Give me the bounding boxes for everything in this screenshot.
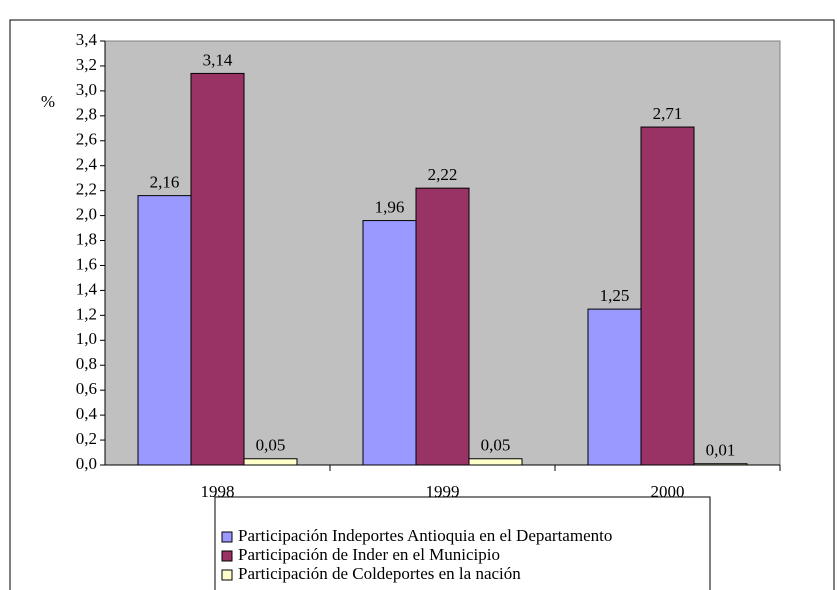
legend-swatch <box>221 569 233 581</box>
value-label: 2,22 <box>428 165 458 184</box>
y-tick-label: 0,2 <box>76 429 97 448</box>
bar <box>415 187 470 466</box>
value-label: 2,71 <box>653 104 683 123</box>
value-label: 3,14 <box>203 50 233 69</box>
y-tick-label: 1,0 <box>76 329 97 348</box>
x-tick-label: 2000 <box>651 482 685 501</box>
value-label: 1,96 <box>375 197 405 216</box>
y-axis-label: % <box>41 92 55 111</box>
y-tick-label: 1,8 <box>76 229 97 248</box>
y-tick-label: 2,4 <box>76 155 98 174</box>
value-label: 1,25 <box>600 286 630 305</box>
value-label: 0,05 <box>481 436 511 455</box>
legend-swatch <box>221 550 233 562</box>
bar <box>468 458 523 466</box>
legend <box>214 496 711 590</box>
legend-label: Participación de Inder en el Municipio <box>238 545 500 564</box>
y-tick-label: 0,4 <box>76 404 98 423</box>
legend-label: Participación Indeportes Antioquia en el… <box>238 526 612 545</box>
y-tick-label: 0,6 <box>76 379 97 398</box>
y-tick-label: 3,2 <box>76 55 97 74</box>
bar <box>243 458 298 466</box>
y-tick-label: 1,2 <box>76 304 97 323</box>
bar <box>362 220 417 466</box>
bar <box>190 72 245 466</box>
y-tick-label: 2,6 <box>76 130 97 149</box>
value-label: 0,01 <box>706 441 736 460</box>
y-tick-label: 2,0 <box>76 204 97 223</box>
bar <box>693 463 748 466</box>
y-tick-label: 1,6 <box>76 254 97 273</box>
bar <box>137 195 192 466</box>
y-tick-label: 0,8 <box>76 354 97 373</box>
value-label: 2,16 <box>150 173 180 192</box>
y-tick-label: 3,0 <box>76 80 97 99</box>
legend-label: Participación de Coldeportes en la nació… <box>238 564 521 583</box>
y-tick-label: 1,4 <box>76 279 98 298</box>
x-tick-label: 1998 <box>201 482 235 501</box>
y-tick-label: 2,2 <box>76 180 97 199</box>
bar <box>587 308 642 466</box>
x-tick-label: 1999 <box>426 482 460 501</box>
y-tick-label: 3,4 <box>76 30 98 49</box>
legend-swatch <box>221 531 233 543</box>
y-tick-label: 2,8 <box>76 105 97 124</box>
bar <box>640 126 695 466</box>
value-label: 0,05 <box>256 436 286 455</box>
y-tick-label: 0,0 <box>76 454 97 473</box>
